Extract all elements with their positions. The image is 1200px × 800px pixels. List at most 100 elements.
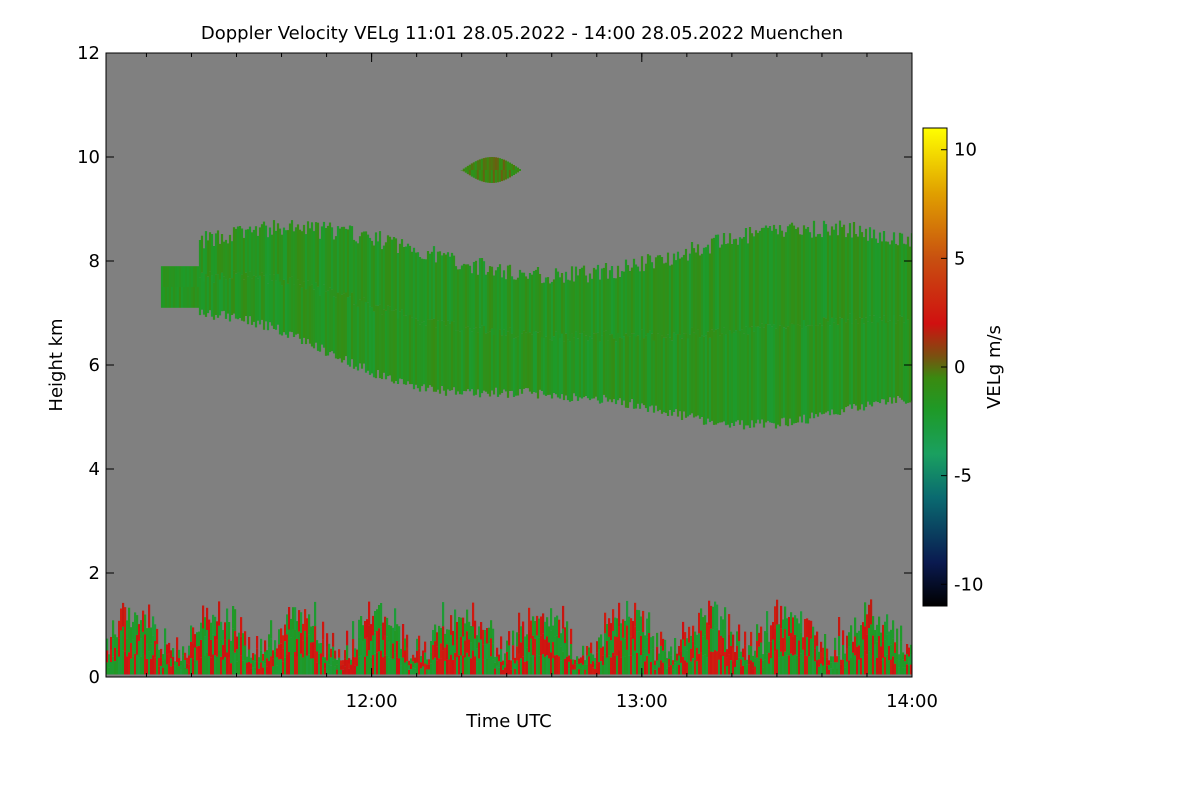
velocity-cell [906,664,909,675]
velocity-cell [710,329,714,421]
velocity-cell [198,277,202,316]
velocity-cell [404,315,408,385]
velocity-cell [792,655,795,675]
velocity-cell [278,629,281,645]
velocity-cell [650,637,653,650]
velocity-cell [302,640,305,658]
velocity-cell [212,282,216,320]
velocity-cell [422,321,426,385]
velocity-cell [180,665,183,670]
velocity-cell [766,632,769,654]
velocity-cell [782,327,786,418]
velocity-cell [902,322,906,402]
velocity-cell [614,655,617,675]
velocity-cell [720,244,724,334]
velocity-cell [694,645,697,661]
velocity-cell [474,656,477,675]
velocity-cell [716,328,720,424]
velocity-cell [122,650,125,675]
velocity-cell [682,656,685,675]
velocity-cell [590,663,593,675]
velocity-cell [846,648,849,662]
velocity-cell [260,638,263,651]
velocity-cell [178,658,181,667]
velocity-cell [698,612,701,634]
velocity-cell [254,276,258,328]
velocity-cell [874,320,878,402]
velocity-cell [718,645,721,660]
velocity-cell [910,644,912,655]
velocity-cell [890,629,893,645]
velocity-cell [308,614,311,635]
velocity-cell [340,669,343,675]
velocity-cell [218,625,221,650]
velocity-cell [114,634,117,648]
velocity-cell [870,322,874,407]
velocity-cell [288,223,292,278]
velocity-cell [208,637,211,657]
velocity-cell [422,658,425,667]
velocity-cell [512,170,515,175]
velocity-cell [762,327,766,428]
velocity-cell [412,654,415,662]
velocity-cell [764,660,767,675]
velocity-cell [394,630,397,653]
velocity-cell [666,669,669,675]
velocity-cell [806,655,809,675]
velocity-cell [280,643,283,660]
velocity-cell [246,662,249,669]
velocity-cell [256,648,259,662]
velocity-cell [608,334,612,400]
velocity-cell [406,647,409,662]
velocity-cell [416,252,420,321]
velocity-cell [740,651,743,660]
velocity-cell [570,266,574,334]
velocity-cell [188,645,191,656]
velocity-cell [650,333,654,406]
velocity-cell [120,652,123,675]
velocity-cell [802,637,805,650]
velocity-cell [156,644,159,660]
velocity-cell [470,170,473,177]
velocity-cell [600,268,604,336]
velocity-cell [236,226,240,273]
velocity-cell [420,668,423,675]
velocity-cell [338,657,341,666]
velocity-cell [478,642,481,659]
velocity-cell [766,227,770,325]
velocity-cell [446,320,450,390]
velocity-cell [498,667,501,675]
velocity-cell [510,660,513,666]
velocity-cell [464,167,467,170]
velocity-cell [118,638,121,657]
velocity-cell [398,658,401,675]
velocity-cell [552,336,556,393]
velocity-cell [120,608,123,631]
velocity-cell [534,269,538,332]
velocity-cell [416,650,419,663]
velocity-cell [294,629,297,652]
velocity-cell [714,329,718,425]
velocity-cell [570,333,574,401]
y-tick-label: 4 [89,459,100,480]
velocity-cell [466,631,469,653]
velocity-cell [326,290,330,356]
velocity-cell [668,265,672,338]
velocity-cell [808,656,811,675]
velocity-cell [338,228,342,294]
velocity-cell [564,658,567,675]
velocity-cell [148,651,151,675]
velocity-cell [168,663,171,675]
velocity-cell [342,669,345,675]
velocity-cell [366,302,370,371]
velocity-cell [320,653,323,664]
velocity-cell [578,669,581,675]
velocity-cell [504,660,507,668]
velocity-cell [334,236,338,298]
velocity-cell [550,340,554,399]
velocity-cell [814,236,818,326]
velocity-cell [890,322,894,404]
velocity-cell [904,244,908,324]
velocity-cell [334,658,337,667]
velocity-cell [520,642,523,659]
